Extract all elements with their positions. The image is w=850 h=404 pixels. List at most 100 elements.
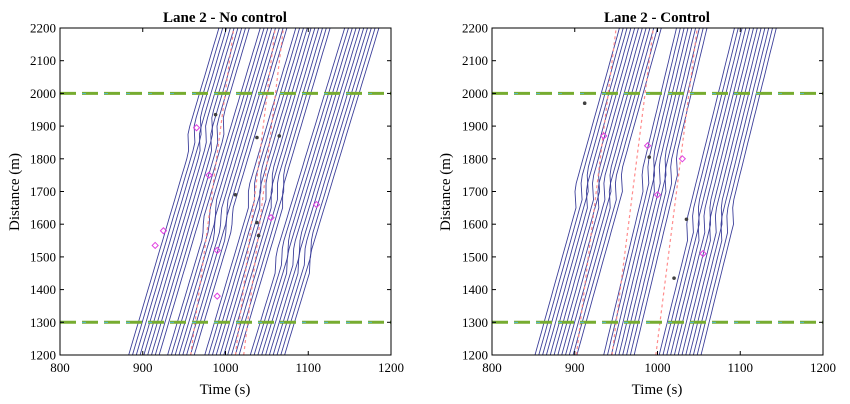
star-marker (213, 112, 218, 117)
trajectory-line (261, 28, 357, 355)
trajectory-line (670, 28, 747, 355)
y-tick-label: 1200 (462, 348, 488, 363)
trajectory-line (223, 28, 316, 355)
trajectory-line (696, 28, 773, 355)
trajectory-line (135, 28, 227, 355)
diamond-marker (678, 155, 687, 163)
trajectory-line (603, 28, 677, 355)
y-tick-label: 1800 (30, 151, 56, 166)
y-tick-label: 2200 (30, 21, 56, 36)
x-tick-label: 900 (133, 360, 153, 375)
lane-change-trajectory (611, 28, 654, 355)
y-tick-label: 1600 (462, 217, 488, 232)
trajectory-line (689, 28, 766, 355)
diamond-marker (312, 200, 321, 209)
x-tick-label: 1000 (645, 360, 671, 375)
series-group (492, 28, 823, 355)
trajectory-line (143, 28, 235, 355)
trajectory-line (276, 28, 372, 355)
trajectory-line (193, 28, 288, 355)
trajectory-line (685, 28, 762, 355)
lane-change-trajectory (575, 28, 617, 355)
trajectory-line (174, 28, 269, 355)
y-tick-label: 1600 (30, 217, 56, 232)
y-axis-title: Distance (m) (7, 153, 23, 231)
x-tick-label: 1200 (378, 360, 404, 375)
diamond-marker (151, 241, 159, 250)
x-axis-title: Time (s) (200, 382, 251, 398)
x-tick-label: 1100 (727, 360, 753, 375)
trajectory-line (629, 28, 704, 355)
lane-change-trajectory (234, 28, 276, 355)
trajectory-line (167, 28, 261, 355)
trajectory-line (268, 28, 365, 355)
y-tick-label: 1300 (30, 315, 56, 330)
lane-change-trajectory (243, 28, 285, 355)
trajectory-line (607, 28, 681, 355)
star-marker (255, 135, 259, 140)
trajectory-line (132, 28, 224, 355)
y-tick-label: 1800 (462, 151, 488, 166)
trajectory-line (666, 28, 743, 355)
y-tick-label: 1200 (30, 348, 56, 363)
x-tick-label: 1100 (295, 360, 321, 375)
trajectory-line (284, 28, 380, 355)
trajectory-line (626, 28, 700, 355)
trajectory-line (677, 28, 754, 355)
y-tick-label: 2100 (462, 53, 488, 68)
trajectory-line (572, 28, 658, 355)
x-tick-label: 800 (50, 360, 70, 375)
trajectory-line (257, 28, 353, 355)
diamond-marker (213, 292, 221, 300)
diamond-marker (267, 213, 275, 222)
y-axis-title: Distance (m) (438, 153, 454, 231)
trajectory-line (189, 28, 284, 355)
trajectory-line (549, 28, 636, 355)
trajectory-line (542, 28, 628, 355)
trajectory-line (568, 28, 655, 355)
diamond-marker (213, 246, 221, 255)
trajectory-line (658, 28, 735, 355)
chart-title: Lane 2 - No control (163, 10, 287, 26)
trajectory-line (253, 28, 349, 355)
trajectory-line (610, 28, 685, 355)
series-group (60, 28, 391, 355)
trajectory-line (154, 28, 246, 355)
diamond-marker (600, 132, 608, 140)
trajectory-line (158, 28, 250, 355)
star-marker (672, 276, 676, 280)
trajectory-line (553, 28, 639, 355)
y-tick-label: 1400 (30, 282, 56, 297)
trajectory-line (219, 28, 312, 355)
trajectory-line (231, 28, 323, 355)
y-tick-label: 1900 (462, 119, 488, 134)
trajectory-line (622, 28, 697, 355)
trajectory-line (182, 28, 276, 355)
star-marker (684, 217, 689, 222)
trajectory-line (211, 28, 304, 355)
trajectory-line (272, 28, 368, 355)
lane-change-trajectory (655, 28, 698, 355)
trajectory-line (147, 28, 239, 355)
y-tick-label: 1700 (462, 184, 488, 199)
trajectory-line (565, 28, 651, 355)
y-tick-label: 1500 (30, 249, 56, 264)
y-tick-label: 1400 (462, 282, 488, 297)
chart-panel-no-control: Lane 2 - No control Time (s) Distance (m… (7, 10, 404, 398)
x-axis-title: Time (s) (632, 382, 683, 398)
trajectory-line (170, 28, 265, 355)
trajectory-line (633, 28, 708, 355)
trajectory-line (618, 28, 693, 355)
trajectory-line (227, 28, 320, 355)
star-marker (277, 134, 282, 138)
star-marker (256, 233, 261, 238)
lane-change-trajectory (190, 28, 235, 355)
star-marker (647, 155, 652, 159)
trajectory-line (249, 28, 346, 355)
trajectory-line (692, 28, 770, 355)
trajectory-line (139, 28, 231, 355)
trajectory-line (681, 28, 758, 355)
trajectory-line (238, 28, 331, 355)
trajectory-line (561, 28, 647, 355)
diamond-marker (699, 249, 707, 258)
